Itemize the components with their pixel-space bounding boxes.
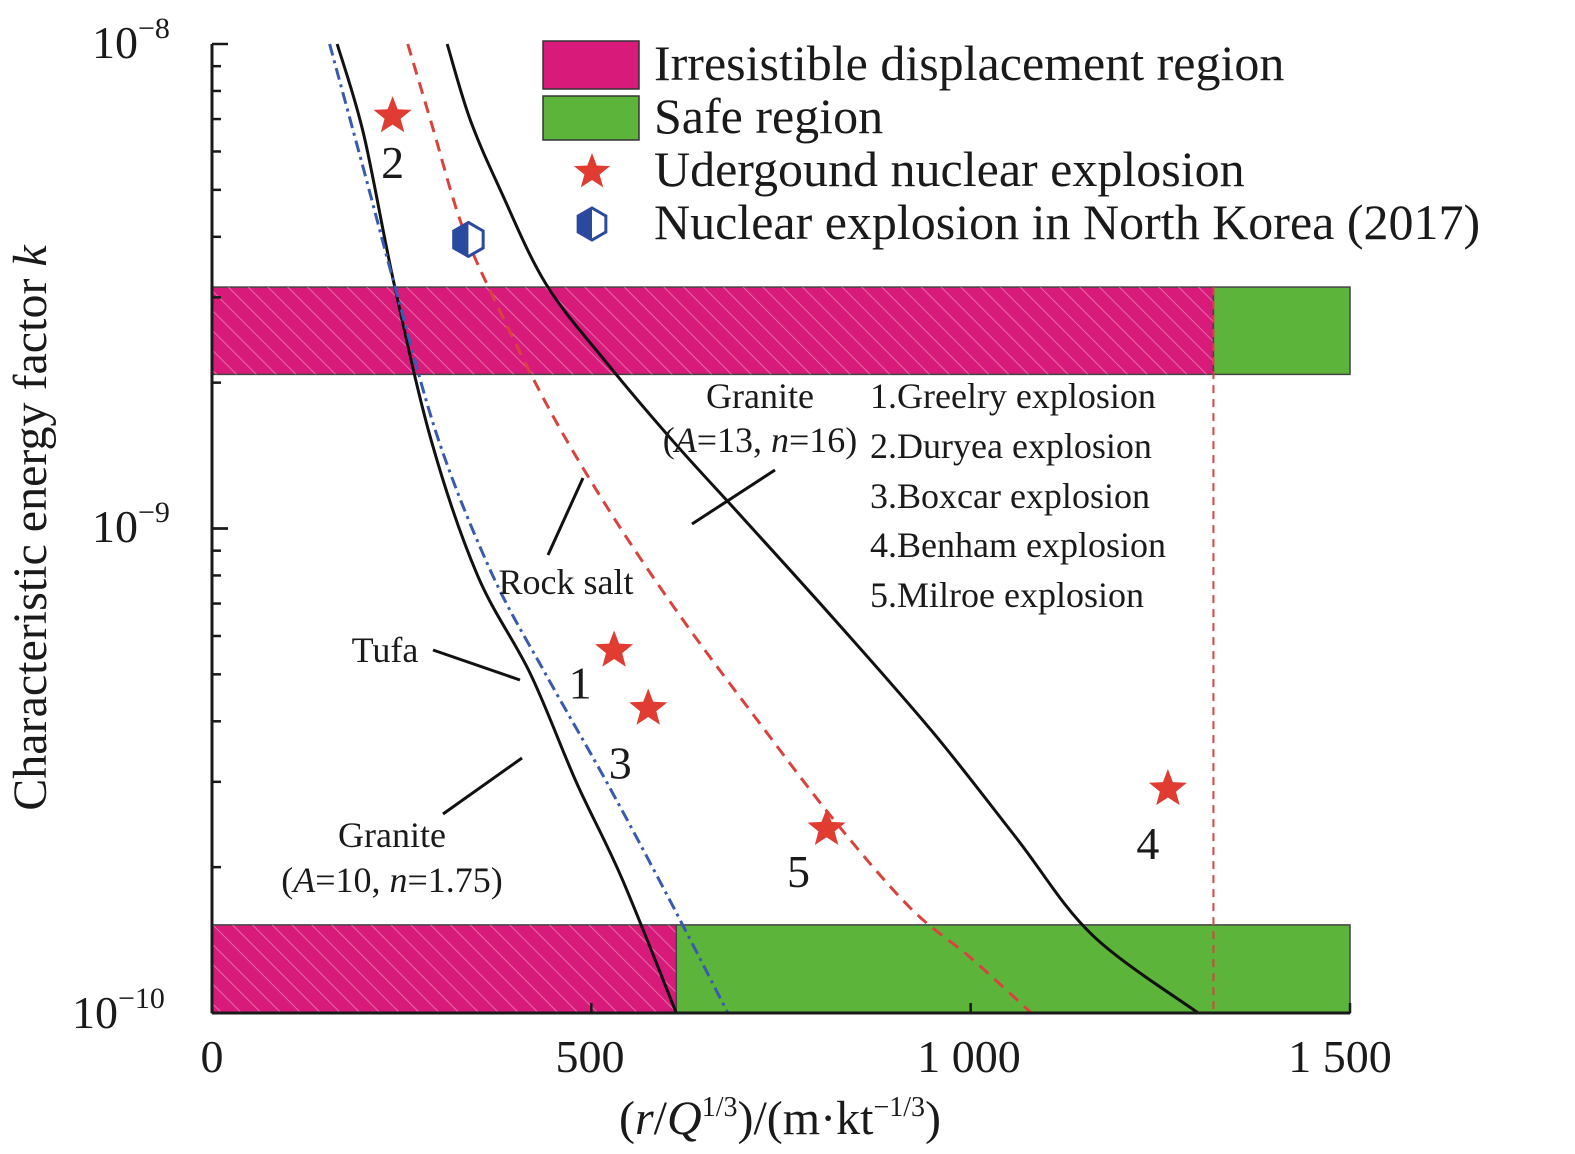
y-tick-exp: −9 (138, 496, 170, 529)
leader-tufa (432, 648, 521, 682)
point-label: 1 (569, 658, 592, 709)
y-tick-labels: 10−8 10−9 10−10 (72, 12, 170, 1038)
y-title-k: k (4, 244, 57, 267)
annotation-tufa: Tufa (352, 630, 419, 670)
x-title-open: ( (619, 1092, 635, 1145)
star-icon (573, 153, 611, 188)
explosion-list-item: 1.Greelry explosion (870, 376, 1156, 416)
explosion-list-item: 3.Boxcar explosion (870, 476, 1150, 516)
x-tick-labels: 0 500 1 000 1 500 (201, 1031, 1392, 1082)
point-star-4 (1148, 769, 1187, 806)
legend-swatch-irresistible (542, 40, 640, 90)
leader-granite10 (442, 756, 523, 816)
y-title-text: Characteristic energy factor (4, 267, 57, 811)
g13-a: A (673, 420, 698, 460)
half-hexagon-icon (576, 206, 608, 242)
explosion-list-item: 5.Milroe explosion (870, 575, 1144, 615)
point-label: 2 (381, 137, 404, 188)
g10-n-val: =1.75) (408, 860, 503, 900)
point-star-1 (595, 630, 634, 667)
curve-granite-13 (445, 43, 1200, 1015)
x-axis-title: (r/Q1/3)/(m·kt−1/3) (619, 1092, 941, 1145)
x-title-q: Q (667, 1092, 702, 1145)
points-layer: 2 13 5 4 (373, 96, 1187, 897)
g10-a: A (291, 860, 316, 900)
safe-region (1212, 286, 1351, 376)
y-tick-label: 10−9 (92, 496, 170, 552)
explosion-list-item: 2.Duryea explosion (870, 426, 1152, 466)
point-label: 3 (609, 738, 632, 789)
y-tick-base: 10 (72, 987, 118, 1038)
point-star-2 (373, 96, 412, 133)
x-tick-label: 0 (201, 1031, 224, 1082)
y-tick-exp: −8 (138, 12, 170, 45)
x-tick-label: 1 500 (1288, 1031, 1392, 1082)
g10-open: ( (281, 860, 293, 900)
g13-open: ( (663, 420, 675, 460)
annotations: Granite (A=13, n=16) Rock salt Tufa Gran… (281, 376, 857, 900)
y-axis-title: Characteristic energy factor k (4, 244, 57, 811)
leader-rocksalt (546, 477, 585, 556)
legend-swatch-safe (542, 95, 640, 141)
regions-layer (211, 286, 1351, 1014)
y-tick-base: 10 (92, 17, 138, 68)
point-star-3 (629, 688, 668, 725)
region-hatch (212, 287, 1214, 375)
legend-label: Irresistible displacement region (654, 35, 1284, 91)
g10-a-val: =10, (315, 860, 389, 900)
g13-n: n (771, 420, 789, 460)
x-title-kt-exp: −1/3 (873, 1092, 925, 1123)
curve-granite-10 (335, 43, 678, 1014)
x-title-mid: )/(m·kt (737, 1092, 874, 1145)
g10-n: n (390, 860, 408, 900)
curve-rock-salt (406, 43, 1033, 1015)
y-tick-base: 10 (92, 501, 138, 552)
point-label: 5 (787, 846, 810, 897)
x-tick-label: 500 (556, 1031, 625, 1082)
annotation-granite10-params: (A=10, n=1.75) (281, 860, 503, 900)
safe-region (675, 924, 1351, 1014)
legend-half-hexagon-icon (576, 206, 608, 242)
leader-granite13 (691, 468, 776, 526)
point-star-5 (807, 808, 846, 845)
annotation-granite10-name: Granite (338, 815, 446, 855)
leader-lines (432, 468, 776, 816)
explosion-list-item: 4.Benham explosion (870, 525, 1166, 565)
point-north-korea (452, 220, 485, 259)
legend: Irresistible displacement region Safe re… (542, 35, 1480, 250)
ticks-layer (210, 42, 1352, 1015)
y-tick-exp: −10 (118, 982, 165, 1015)
annotation-granite13-params: (A=13, n=16) (663, 420, 858, 460)
curves-layer (328, 43, 1200, 1015)
explosion-list: 1.Greelry explosion 2.Duryea explosion 3… (870, 376, 1166, 615)
legend-label: Safe region (654, 88, 883, 144)
legend-label: Nuclear explosion in North Korea (2017) (654, 194, 1480, 250)
x-title-q-exp: 1/3 (702, 1092, 738, 1123)
region-hatch (212, 924, 677, 1013)
point-label: 4 (1136, 818, 1159, 869)
x-tick-label: 1 000 (917, 1031, 1021, 1082)
g13-n-val: =16) (789, 420, 857, 460)
g13-a-val: =13, (697, 420, 771, 460)
annotation-rocksalt: Rock salt (499, 562, 634, 602)
legend-star-icon (573, 153, 611, 188)
y-tick-label: 10−10 (72, 982, 165, 1038)
curve-tufa (328, 43, 730, 1014)
legend-label: Udergound nuclear explosion (654, 141, 1245, 197)
x-title-r: r (635, 1092, 654, 1145)
x-title-slash: / (654, 1092, 668, 1145)
y-tick-label: 10−8 (92, 12, 170, 68)
annotation-granite13-name: Granite (706, 376, 814, 416)
x-title-close: ) (925, 1092, 941, 1145)
